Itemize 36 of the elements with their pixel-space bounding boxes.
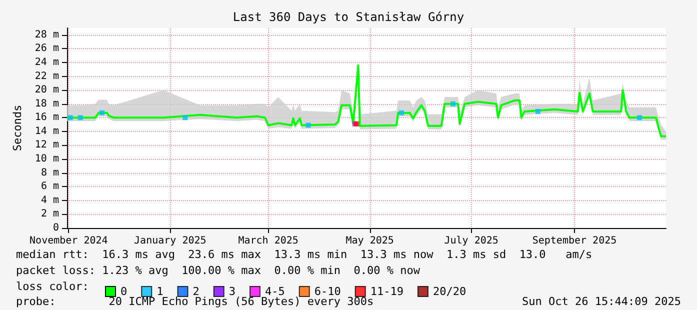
x-tick-label: January 2025 bbox=[134, 236, 206, 246]
legend-label: 2 bbox=[192, 285, 200, 298]
legend-label: 3 bbox=[228, 285, 236, 298]
y-tick-label: 22 m bbox=[34, 70, 59, 82]
legend-label: 4-5 bbox=[264, 285, 285, 298]
y-tick-label: 12 m bbox=[34, 140, 59, 151]
y-tick-label: 10 m bbox=[34, 154, 59, 165]
legend-label: 20/20 bbox=[432, 285, 466, 298]
y-tick-label: 6 m bbox=[40, 181, 59, 192]
y-tick-label: 4 m bbox=[40, 194, 59, 206]
legend-title: loss color: bbox=[16, 280, 89, 293]
y-tick-label: 14 m bbox=[34, 126, 59, 137]
text: packet loss: 1.23 % avg 100.00 % max 0.00 % min 0.00 % now bbox=[16, 264, 420, 277]
x-tick-label: May 2025 bbox=[346, 236, 394, 246]
y-tick-label: 26 m bbox=[34, 43, 59, 54]
y-tick-label: 18 m bbox=[34, 98, 59, 110]
legend-label: 6-10 bbox=[314, 285, 341, 298]
x-tick-label: September 2025 bbox=[532, 236, 617, 246]
y-tick-label: 16 m bbox=[34, 112, 59, 124]
text: median rtt: 16.3 ms avg 23.6 ms max 13.3 ms min 13.3 ms now 1.3 ms sd 13.0 am/s bbox=[16, 248, 592, 261]
y-tick-label: 20 m bbox=[34, 84, 59, 96]
y-tick-label: 0 bbox=[52, 222, 59, 234]
x-tick-label: November 2024 bbox=[30, 236, 108, 246]
text: Sun Oct 26 15:44:09 2025 bbox=[522, 295, 682, 308]
text: probe: 20 ICMP Echo Pings (56 Bytes) every 300s bbox=[16, 295, 374, 308]
chart-title: Last 360 Days to Stanisław Górny bbox=[232, 10, 464, 24]
x-tick-label: March 2025 bbox=[238, 236, 298, 246]
y-tick-label: 24 m bbox=[34, 56, 59, 68]
x-tick-label: July 2025 bbox=[444, 236, 498, 246]
legend-label: 0 bbox=[120, 285, 128, 298]
y-tick-label: 2 m bbox=[40, 208, 59, 220]
y-axis-title: Seconds bbox=[11, 104, 24, 152]
legend-label: 11-19 bbox=[370, 285, 404, 298]
legend-label: 1 bbox=[156, 285, 164, 298]
y-tick-label: 28 m bbox=[34, 29, 59, 40]
y-tick-label: 8 m bbox=[40, 167, 59, 178]
